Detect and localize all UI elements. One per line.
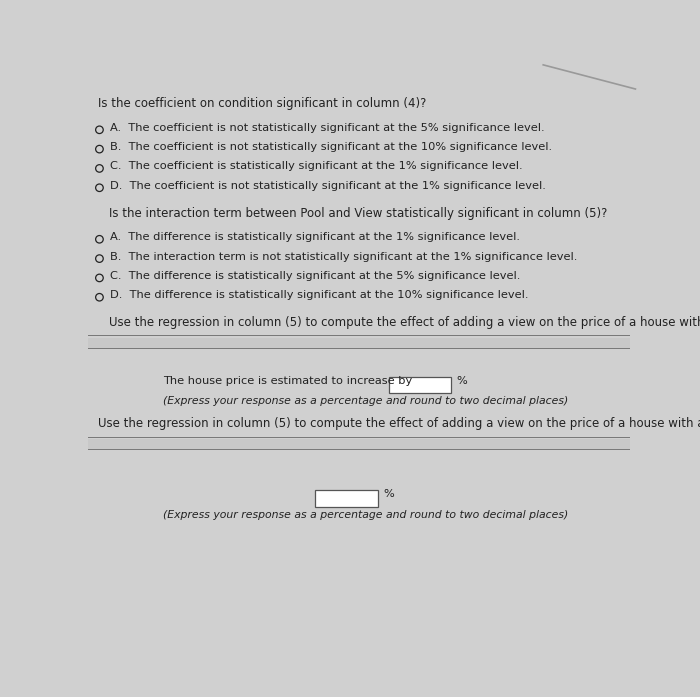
Text: The house price is estimated to increase by: The house price is estimated to increase… <box>163 376 413 385</box>
Text: (Express your response as a percentage and round to two decimal places): (Express your response as a percentage a… <box>163 510 568 520</box>
Text: Use the regression in column (5) to compute the effect of adding a view on the p: Use the regression in column (5) to comp… <box>109 316 700 329</box>
Text: B.  The coefficient is not statistically significant at the 10% significance lev: B. The coefficient is not statistically … <box>111 142 552 152</box>
Text: %: % <box>456 376 467 385</box>
FancyBboxPatch shape <box>315 491 378 507</box>
Text: Use the regression in column (5) to compute the effect of adding a view on the p: Use the regression in column (5) to comp… <box>98 418 700 431</box>
Text: Is the coefficient on condition significant in column (4)?: Is the coefficient on condition signific… <box>98 97 427 110</box>
FancyBboxPatch shape <box>88 440 630 449</box>
Text: C.  The difference is statistically significant at the 5% significance level.: C. The difference is statistically signi… <box>111 271 521 281</box>
FancyBboxPatch shape <box>389 376 451 393</box>
Text: D.  The difference is statistically significant at the 10% significance level.: D. The difference is statistically signi… <box>111 290 528 300</box>
Text: D.  The coefficient is not statistically significant at the 1% significance leve: D. The coefficient is not statistically … <box>111 181 546 191</box>
Text: A.  The coefficient is not statistically significant at the 5% significance leve: A. The coefficient is not statistically … <box>111 123 545 133</box>
Text: %: % <box>383 489 394 499</box>
Text: B.  The interaction term is not statistically significant at the 1% significance: B. The interaction term is not statistic… <box>111 252 577 261</box>
Text: (Express your response as a percentage and round to two decimal places): (Express your response as a percentage a… <box>163 396 568 406</box>
FancyBboxPatch shape <box>88 338 630 348</box>
Text: A.  The difference is statistically significant at the 1% significance level.: A. The difference is statistically signi… <box>111 232 520 243</box>
Text: C.  The coefficient is statistically significant at the 1% significance level.: C. The coefficient is statistically sign… <box>111 162 523 171</box>
Text: Is the interaction term between Pool and View statistically significant in colum: Is the interaction term between Pool and… <box>109 206 608 220</box>
